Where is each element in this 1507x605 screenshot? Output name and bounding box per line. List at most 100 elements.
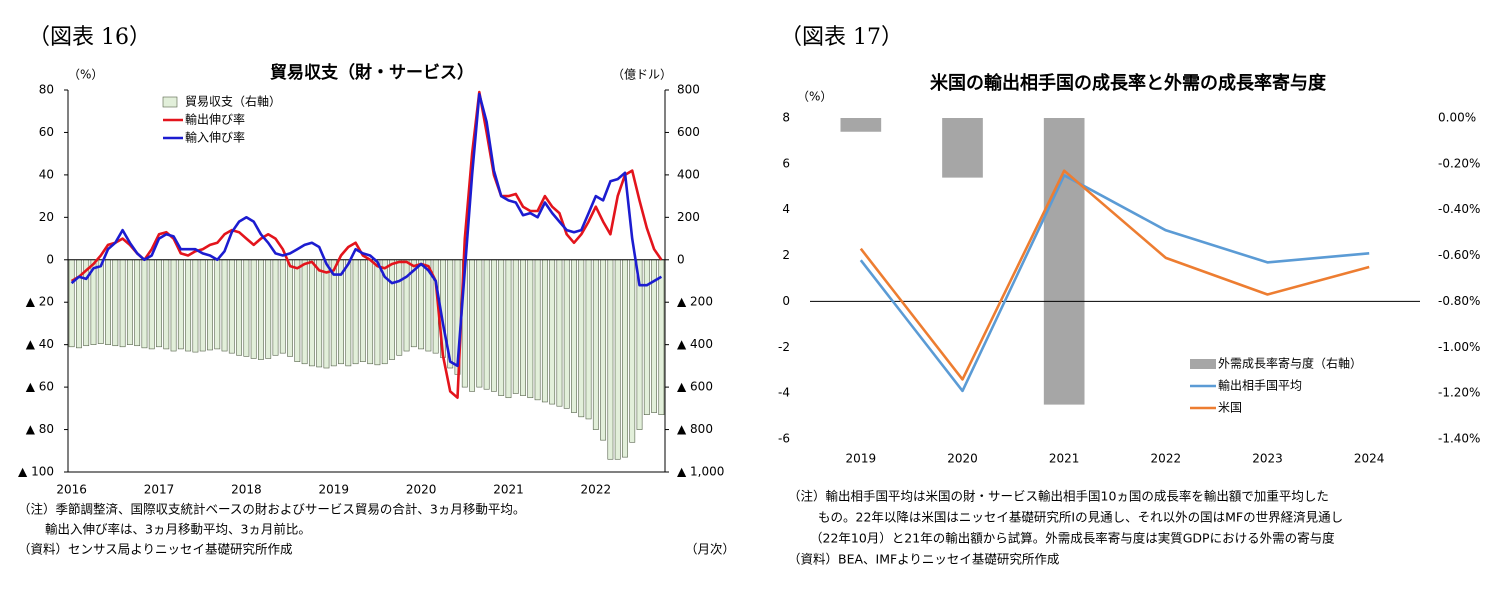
bar — [258, 259, 264, 360]
bar — [163, 259, 170, 350]
bar — [75, 259, 82, 349]
y2-tick-label: 0 — [677, 252, 685, 266]
y-tick-label: -6 — [778, 432, 790, 446]
bar — [112, 259, 119, 347]
bar — [498, 259, 505, 396]
legend-swatch — [1190, 359, 1216, 369]
y2-tick-label: 600 — [677, 125, 700, 139]
legend-swatch — [162, 96, 178, 108]
note: （22年10月）と21年の輸出額から試算。外需成長率寄与度は実質GDPにおける外… — [810, 531, 1335, 546]
chart-title: 米国の輸出相手国の成長率と外需の成長率寄与度 — [930, 72, 1327, 94]
bar — [68, 259, 75, 348]
y2-tick-label: ▲ 1,000 — [677, 465, 724, 479]
bar — [177, 259, 184, 350]
figure-label: （図表 16） — [28, 25, 151, 50]
bar — [534, 259, 541, 401]
bar — [170, 259, 177, 352]
bar — [942, 118, 983, 178]
y-tick-label: 8 — [782, 111, 790, 125]
y-tick-label: 0 — [782, 294, 790, 308]
bar — [527, 259, 534, 399]
x-tick-label: 2023 — [1252, 452, 1283, 466]
bar — [316, 259, 323, 368]
bar — [556, 259, 563, 407]
y2-tick-label: 800 — [677, 83, 700, 97]
x-tick-label: 2021 — [493, 483, 524, 497]
y2-tick-label: ▲ 200 — [677, 295, 713, 309]
x-tick-label: 2022 — [1151, 452, 1182, 466]
bar — [389, 259, 395, 360]
y2-tick-label: 0.00% — [1438, 111, 1476, 125]
y-tick-label: -2 — [778, 340, 790, 354]
y-tick-label: 40 — [39, 167, 54, 181]
bar — [840, 118, 882, 132]
y2-tick-label: -1.00% — [1438, 340, 1480, 354]
line — [70, 92, 663, 368]
bar — [578, 259, 585, 418]
bar — [148, 259, 155, 350]
bar — [265, 259, 272, 359]
y2-tick-label: -1.20% — [1438, 386, 1480, 400]
y2-tick-label: -0.20% — [1438, 156, 1480, 170]
y2-tick-label: ▲ 600 — [677, 380, 713, 394]
y-tick-label: ▲ 40 — [26, 337, 54, 351]
legend-label: 輸出伸び率 — [185, 112, 245, 127]
y2-tick-label: 200 — [677, 210, 700, 224]
x-tick-label: 2021 — [1049, 452, 1080, 466]
bar — [156, 259, 162, 348]
x-tick-label: 2020 — [947, 452, 978, 466]
y-tick-label: ▲ 60 — [26, 380, 54, 394]
y-tick-label: ▲ 100 — [18, 465, 54, 479]
bar — [607, 259, 614, 460]
bar — [483, 259, 490, 390]
note: （注）輸出相手国平均は米国の財・サービス輸出相手国10ヵ国の成長率を輸出額で加重… — [788, 489, 1329, 504]
y-tick-label: ▲ 80 — [26, 422, 54, 436]
bar — [614, 259, 621, 460]
bar — [294, 259, 301, 362]
bar — [563, 259, 570, 409]
bar — [541, 259, 548, 403]
bar — [469, 259, 475, 392]
x-tick-label: 2024 — [1354, 452, 1385, 466]
legend-label: 米国 — [1218, 401, 1242, 415]
bar — [571, 259, 577, 413]
y-axis-label: （%） — [68, 68, 103, 82]
y2-tick-label: -0.60% — [1438, 248, 1480, 262]
bar — [119, 259, 126, 348]
bar — [221, 259, 228, 352]
bar — [622, 259, 628, 458]
bar — [301, 259, 308, 365]
bar — [396, 259, 403, 356]
y-tick-label: 4 — [782, 202, 790, 216]
x-tick-label: 2017 — [144, 483, 175, 497]
bar — [512, 259, 519, 394]
bar — [126, 259, 133, 345]
bar — [207, 259, 213, 351]
bar — [308, 259, 315, 367]
bar — [418, 259, 425, 350]
bar — [287, 259, 293, 357]
bar — [549, 259, 556, 405]
legend-label: 外需成長率寄与度（右軸） — [1218, 356, 1362, 371]
y2-axis-label: （億ドル） — [612, 68, 672, 82]
bar — [199, 259, 206, 352]
bar — [1043, 118, 1085, 405]
note: 輸出入伸び率は、3ヵ月移動平均、3ヵ月前比。 — [45, 522, 311, 537]
y-tick-label: -4 — [778, 386, 790, 400]
bar — [243, 259, 250, 357]
x-tick-label: 2019 — [318, 483, 349, 497]
bar — [192, 259, 199, 353]
y2-tick-label: 400 — [677, 167, 700, 181]
y2-tick-label: -1.40% — [1438, 432, 1480, 446]
bar — [272, 259, 279, 356]
source: （資料）BEA、IMFよりニッセイ基礎研究所作成 — [788, 552, 1059, 567]
legend-label: 輸出相手国平均 — [1218, 378, 1302, 393]
bar — [585, 259, 592, 420]
x-tick-label: 2016 — [56, 483, 87, 497]
bar — [105, 259, 111, 345]
bar — [520, 259, 526, 396]
note: もの。22年以降は米国はニッセイ基礎研究所Iの見通し、それ以外の国はMFの世界経… — [818, 510, 1343, 525]
bar — [359, 259, 366, 362]
x-tick-label: 2022 — [581, 483, 612, 497]
